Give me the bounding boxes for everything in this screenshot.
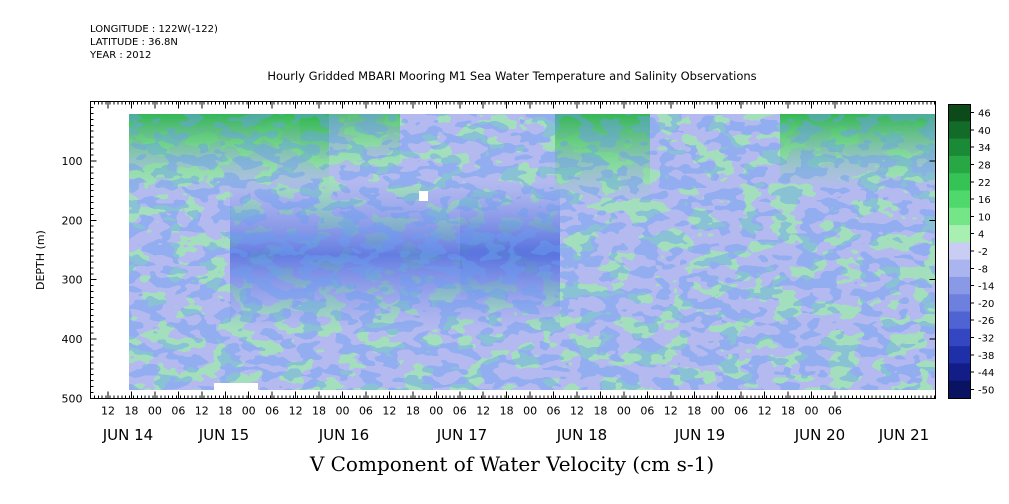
- x-hour-label: 00: [429, 405, 443, 418]
- x-hour-label: 18: [312, 405, 326, 418]
- x-hour-label: 06: [359, 405, 373, 418]
- x-hour-label: 00: [711, 405, 725, 418]
- y-axis-label: DEPTH (m): [34, 230, 47, 290]
- colorbar-label: 46: [978, 109, 991, 120]
- x-hour-label: 18: [687, 405, 701, 418]
- colorbar-label: 16: [978, 195, 991, 206]
- colorbar-label: -8: [978, 264, 988, 275]
- y-tick-label: 400: [62, 333, 83, 346]
- colorbar-label: -50: [978, 385, 994, 396]
- x-day-label: JUN 20: [794, 426, 845, 444]
- x-day-label: JUN 16: [318, 426, 369, 444]
- colorbar-swatch: [948, 138, 970, 157]
- x-hour-label: 06: [171, 405, 185, 418]
- x-day-label: JUN 19: [674, 426, 725, 444]
- x-hour-label: 18: [593, 405, 607, 418]
- x-hour-label: 06: [828, 405, 842, 418]
- colorbar-swatch: [948, 311, 970, 330]
- x-hour-label: 12: [195, 405, 209, 418]
- colorbar-swatch: [948, 346, 970, 364]
- x-hour-label: 12: [289, 405, 303, 418]
- x-hour-label: 18: [218, 405, 232, 418]
- x-hour-label: 18: [124, 405, 138, 418]
- colorbar-swatch: [948, 104, 970, 122]
- y-tick-label: 500: [62, 393, 83, 406]
- colorbar-label: -2: [978, 247, 988, 258]
- x-hour-label: 06: [547, 405, 561, 418]
- colorbar-swatch: [948, 242, 970, 261]
- x-hour-label: 18: [781, 405, 795, 418]
- x-hour-label: 12: [758, 405, 772, 418]
- colorbar-label: 34: [978, 143, 991, 154]
- y-tick-label: 200: [62, 214, 83, 227]
- colorbar-label: 28: [978, 161, 991, 172]
- x-hour-label: 12: [382, 405, 396, 418]
- x-hour-label: 00: [148, 405, 162, 418]
- colorbar-label: 22: [978, 178, 991, 189]
- x-hour-label: 06: [734, 405, 748, 418]
- colorbar-swatch: [948, 259, 970, 278]
- x-hour-label: 00: [617, 405, 631, 418]
- x-day-label: JUN 18: [556, 426, 607, 444]
- x-hour-label: 00: [523, 405, 537, 418]
- colorbar-label: -38: [978, 351, 994, 362]
- colorbar-label: 40: [978, 126, 991, 137]
- x-day-label: JUN 21: [878, 426, 929, 444]
- colorbar-label: 10: [978, 212, 991, 223]
- colorbar-swatch: [948, 363, 970, 382]
- x-hour-label: 06: [265, 405, 279, 418]
- colorbar-label: -20: [978, 299, 994, 310]
- year-label: YEAR : 2012: [90, 50, 152, 61]
- longitude-label: LONGITUDE : 122W(-122): [90, 24, 218, 35]
- x-hour-label: 12: [476, 405, 490, 418]
- colorbar-swatch: [948, 294, 970, 313]
- colorbar-swatch: [948, 190, 970, 209]
- colorbar-label: -32: [978, 333, 994, 344]
- colorbar-swatch: [948, 207, 970, 226]
- chart-title: Hourly Gridded MBARI Mooring M1 Sea Wate…: [267, 69, 757, 83]
- y-tick-label: 300: [62, 274, 83, 287]
- x-hour-label: 00: [242, 405, 256, 418]
- y-tick-label: 100: [62, 155, 83, 168]
- x-hour-label: 18: [406, 405, 420, 418]
- colorbar-label: -44: [978, 368, 994, 379]
- colorbar-swatch: [948, 225, 970, 243]
- x-day-label: JUN 15: [198, 426, 249, 444]
- x-hour-label: 18: [500, 405, 514, 418]
- x-hour-label: 00: [805, 405, 819, 418]
- latitude-label: LATITUDE : 36.8N: [90, 37, 178, 48]
- colorbar-label: -14: [978, 282, 994, 293]
- x-hour-label: 06: [453, 405, 467, 418]
- colorbar-swatch: [948, 276, 970, 295]
- x-hour-label: 12: [101, 405, 115, 418]
- heatmap-field: [129, 114, 935, 391]
- colorbar-swatch: [948, 121, 970, 140]
- colorbar-label: 4: [978, 230, 984, 241]
- x-axis-title: V Component of Water Velocity (cm s-1): [309, 452, 715, 476]
- colorbar-swatch: [948, 328, 970, 347]
- x-hour-label: 12: [664, 405, 678, 418]
- x-hour-label: 00: [336, 405, 350, 418]
- colorbar-swatch: [948, 173, 970, 191]
- x-hour-label: 12: [570, 405, 584, 418]
- colorbar-swatch: [948, 380, 970, 399]
- colorbar-label: -26: [978, 316, 994, 327]
- x-day-label: JUN 14: [102, 426, 153, 444]
- colorbar-swatch: [948, 155, 970, 174]
- x-day-label: JUN 17: [436, 426, 487, 444]
- x-hour-label: 06: [640, 405, 654, 418]
